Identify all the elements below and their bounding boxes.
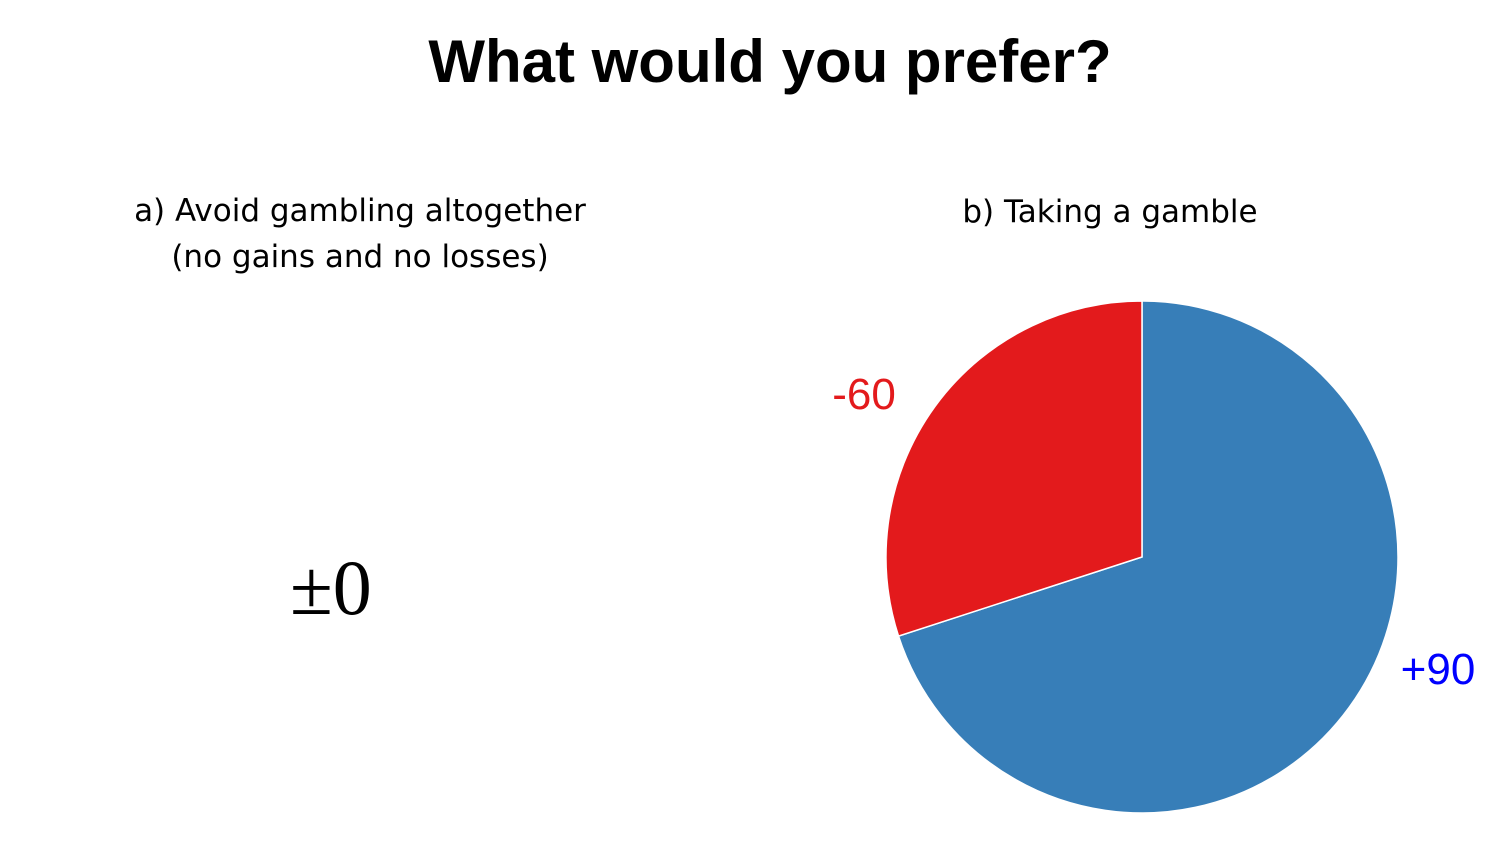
pie-slice-gain (897, 300, 1399, 814)
option-a-label: a) Avoid gambling altogether (no gains a… (100, 188, 620, 280)
option-a-value: ±0 (290, 544, 372, 631)
pie-label-gain: +90 (1401, 645, 1476, 694)
pie-label-loss: -60 (832, 370, 896, 419)
option-a-label-line1: a) Avoid gambling altogether (134, 193, 586, 229)
page-title: What would you prefer? (428, 28, 1112, 95)
option-a-label-line2: (no gains and no losses) (171, 239, 549, 275)
pie-slice-loss (885, 300, 1143, 638)
option-b-label: b) Taking a gamble (962, 194, 1258, 230)
